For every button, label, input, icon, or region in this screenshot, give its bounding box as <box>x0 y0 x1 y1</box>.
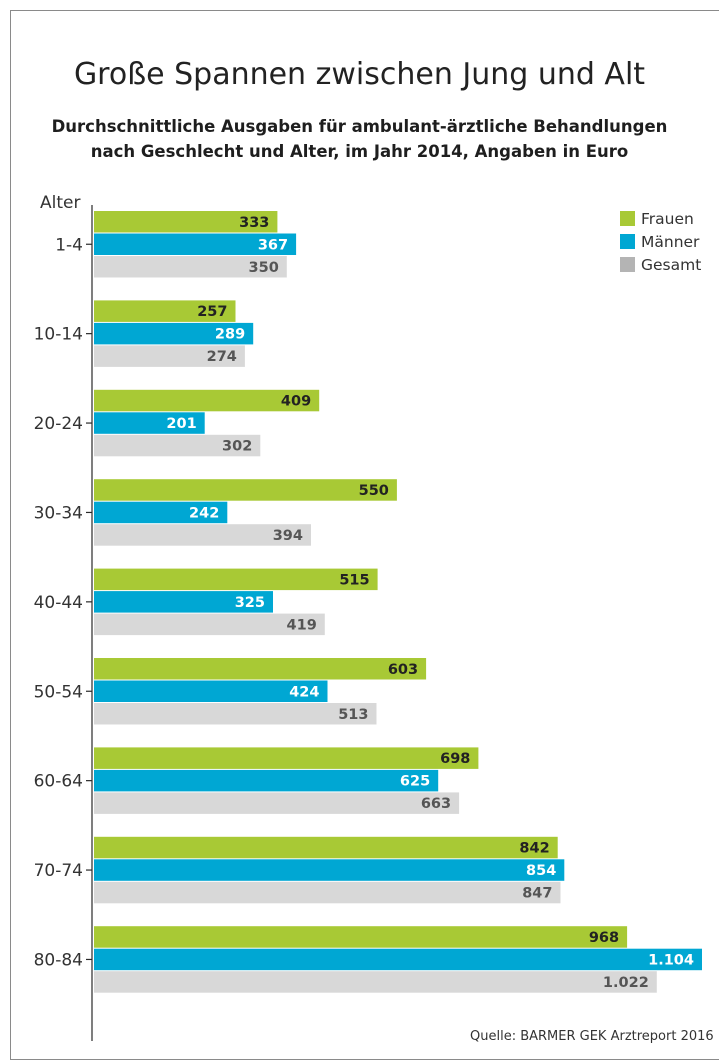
bar-frauen-1-4 <box>94 211 278 233</box>
bar-m-nner-1-4 <box>94 233 297 255</box>
data-label-m-nner-30-34: 242 <box>189 506 219 522</box>
data-label-gesamt-1-4: 350 <box>249 260 279 276</box>
data-label-frauen-60-64: 698 <box>440 751 470 767</box>
category-label-10-14: 10-14 <box>34 325 83 345</box>
bar-m-nner-80-84 <box>94 948 702 971</box>
legend-swatch-m-nner <box>620 234 635 249</box>
bar-gesamt-80-84 <box>94 971 657 993</box>
data-label-gesamt-60-64: 663 <box>421 796 451 812</box>
data-label-m-nner-10-14: 289 <box>215 327 245 343</box>
bar-frauen-10-14 <box>94 300 236 322</box>
data-label-m-nner-80-84: 1.104 <box>648 953 694 969</box>
legend-label-frauen: Frauen <box>641 210 694 228</box>
bar-m-nner-60-64 <box>94 769 439 792</box>
data-label-gesamt-20-24: 302 <box>222 439 252 455</box>
bar-m-nner-50-54 <box>94 680 328 702</box>
bar-gesamt-50-54 <box>94 703 377 725</box>
bar-frauen-60-64 <box>94 747 479 769</box>
bar-frauen-40-44 <box>94 568 378 591</box>
bar-frauen-80-84 <box>94 926 628 948</box>
data-label-frauen-1-4: 333 <box>239 215 269 231</box>
category-label-60-64: 60-64 <box>34 772 83 792</box>
data-label-m-nner-1-4: 367 <box>258 237 288 253</box>
bar-gesamt-30-34 <box>94 524 311 546</box>
bar-gesamt-20-24 <box>94 434 261 457</box>
data-label-frauen-30-34: 550 <box>359 483 389 499</box>
category-label-1-4: 1-4 <box>55 235 83 255</box>
data-label-frauen-70-74: 842 <box>519 841 549 857</box>
data-label-gesamt-50-54: 513 <box>338 707 368 723</box>
bar-m-nner-70-74 <box>94 859 565 881</box>
data-label-frauen-40-44: 515 <box>339 572 369 588</box>
data-label-gesamt-70-74: 847 <box>522 886 552 902</box>
legend-swatch-frauen <box>620 211 635 226</box>
category-label-20-24: 20-24 <box>34 414 83 434</box>
legend-label-gesamt: Gesamt <box>641 256 701 274</box>
bar-frauen-30-34 <box>94 479 397 501</box>
category-label-70-74: 70-74 <box>34 861 83 881</box>
bar-frauen-50-54 <box>94 658 427 680</box>
subtitle-line-1: Durchschnittliche Ausgaben für ambulant-… <box>51 117 668 136</box>
bar-m-nner-40-44 <box>94 591 273 613</box>
data-label-frauen-20-24: 409 <box>281 394 311 410</box>
category-label-30-34: 30-34 <box>34 504 83 524</box>
data-label-m-nner-40-44: 325 <box>235 595 265 611</box>
legend-label-m-nner: Männer <box>641 233 700 251</box>
chart-title: Große Spannen zwischen Jung und Alt <box>73 57 646 92</box>
legend-swatch-gesamt <box>620 257 635 272</box>
bar-gesamt-60-64 <box>94 792 460 814</box>
data-label-gesamt-10-14: 274 <box>207 349 237 365</box>
data-label-m-nner-50-54: 424 <box>289 684 319 700</box>
data-label-m-nner-60-64: 625 <box>400 774 430 790</box>
subtitle-line-2: nach Geschlecht und Alter, im Jahr 2014,… <box>90 142 629 161</box>
category-label-50-54: 50-54 <box>34 682 83 702</box>
data-label-m-nner-20-24: 201 <box>166 416 196 432</box>
bar-gesamt-40-44 <box>94 613 325 636</box>
category-label-80-84: 80-84 <box>34 951 83 971</box>
data-label-frauen-80-84: 968 <box>589 930 619 946</box>
bar-m-nner-30-34 <box>94 501 228 524</box>
data-label-gesamt-40-44: 419 <box>287 617 317 633</box>
data-label-frauen-10-14: 257 <box>197 304 227 320</box>
bar-m-nner-20-24 <box>94 412 205 434</box>
data-label-gesamt-80-84: 1.022 <box>603 975 649 991</box>
bar-m-nner-10-14 <box>94 322 254 345</box>
chart-subtitle: Durchschnittliche Ausgaben für ambulant-… <box>40 114 679 164</box>
bar-frauen-70-74 <box>94 836 558 859</box>
data-label-frauen-50-54: 603 <box>388 662 418 678</box>
source-note: Quelle: BARMER GEK Arztreport 2016 <box>470 1029 714 1044</box>
data-label-gesamt-30-34: 394 <box>273 528 303 544</box>
bar-gesamt-1-4 <box>94 256 287 278</box>
bar-gesamt-10-14 <box>94 345 245 367</box>
bar-gesamt-70-74 <box>94 881 561 904</box>
category-label-40-44: 40-44 <box>34 593 83 613</box>
axis-label-alter: Alter <box>40 193 80 213</box>
bar-frauen-20-24 <box>94 389 320 412</box>
data-label-m-nner-70-74: 854 <box>526 863 556 879</box>
